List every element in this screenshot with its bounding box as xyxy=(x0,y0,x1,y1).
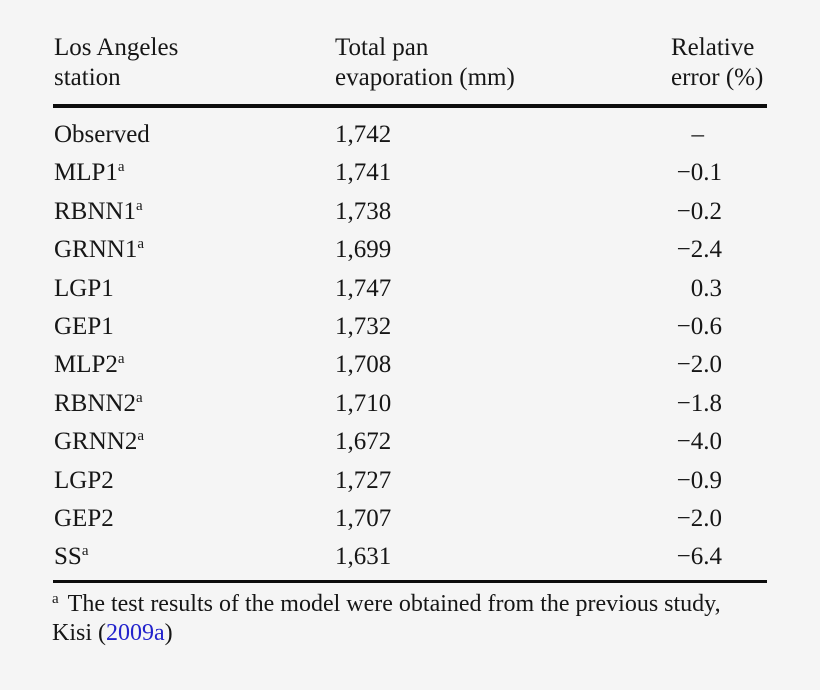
station-cell: RBNN2a xyxy=(54,385,143,423)
error-cell: −0.6 xyxy=(676,312,722,340)
evaporation-cell: 1,672 xyxy=(335,428,392,456)
column-header-relative-error-line1: Relative xyxy=(671,34,755,61)
column-header-station: Los Angeles station xyxy=(54,33,178,93)
footnote-line2: Kisi (2009a) xyxy=(52,619,778,648)
error-cell: −2.0 xyxy=(676,351,722,379)
footnote: a The test results of the model were obta… xyxy=(52,590,778,648)
footnote-text: The test results of the model were obtai… xyxy=(67,591,721,617)
table-rule-bottom xyxy=(53,580,767,583)
evaporation-cell: 1,708 xyxy=(335,351,392,379)
evaporation-cell: 1,738 xyxy=(335,197,392,225)
table-row: MLP1a 1,741 −0.1 xyxy=(53,154,767,192)
error-cell: −2.0 xyxy=(676,504,722,532)
table-row: RBNN1a 1,738 −0.2 xyxy=(53,193,767,231)
station-cell: GRNN1a xyxy=(54,231,144,269)
footnote-line1: a The test results of the model were obta… xyxy=(52,590,778,619)
evaporation-cell: 1,631 xyxy=(335,543,392,571)
station-cell: GRNN2a xyxy=(54,423,144,461)
station-footnote-marker: a xyxy=(137,236,145,253)
error-cell: −4.0 xyxy=(676,428,722,456)
station-name: RBNN1 xyxy=(54,197,136,225)
footnote-citation-suffix: ) xyxy=(164,620,173,646)
evaporation-cell: 1,707 xyxy=(335,504,392,532)
citation-link-kisi-2009a[interactable]: 2009a xyxy=(106,620,165,646)
error-cell: −0.1 xyxy=(676,159,722,187)
column-header-station-line2: station xyxy=(54,64,121,91)
station-name: GRNN2 xyxy=(54,428,138,456)
station-name: SS xyxy=(54,543,82,571)
error-cell: −1.8 xyxy=(676,389,722,417)
station-cell: GEP2 xyxy=(54,500,114,538)
column-header-evaporation: Total pan evaporation (mm) xyxy=(335,33,515,93)
table-row: Observed 1,742 – xyxy=(53,116,767,154)
station-name: MLP1 xyxy=(54,159,118,187)
evaporation-cell: 1,742 xyxy=(335,121,392,148)
evaporation-cell: 1,741 xyxy=(335,159,392,187)
station-cell: LGP2 xyxy=(54,462,114,500)
column-header-relative-error-line2: error (%) xyxy=(671,64,764,91)
table-row: SSa 1,631 −6.4 xyxy=(53,538,767,576)
station-cell: GEP1 xyxy=(54,308,114,346)
table-row: GRNN1a 1,699 −2.4 xyxy=(53,231,767,269)
evaporation-cell: 1,747 xyxy=(335,274,392,302)
table-row: GEP1 1,732 −0.6 xyxy=(53,308,767,346)
error-cell: −0.2 xyxy=(676,197,722,225)
evaporation-cell: 1,732 xyxy=(335,312,392,340)
station-cell: MLP2a xyxy=(54,346,125,384)
station-footnote-marker: a xyxy=(135,197,143,214)
table-row: GRNN2a 1,672 −4.0 xyxy=(53,423,767,461)
station-footnote-marker: a xyxy=(117,159,125,176)
station-cell: MLP1a xyxy=(54,154,125,192)
table-row: RBNN2a 1,710 −1.8 xyxy=(53,385,767,423)
footnote-citation-prefix: Kisi ( xyxy=(52,620,106,646)
error-cell: −6.4 xyxy=(676,543,722,571)
station-name: RBNN2 xyxy=(54,389,136,417)
table-rule-top xyxy=(53,104,767,108)
station-footnote-marker: a xyxy=(117,351,125,368)
station-cell: Observed xyxy=(54,116,150,154)
column-header-station-line1: Los Angeles xyxy=(54,34,179,61)
station-name: Observed xyxy=(54,121,150,148)
station-name: GRNN1 xyxy=(54,236,138,264)
evaporation-cell: 1,727 xyxy=(335,466,392,494)
column-header-evaporation-line2: evaporation (mm) xyxy=(335,64,515,91)
table-body: Observed 1,742 – MLP1a 1,741 −0.1 RBNN1a… xyxy=(53,109,767,577)
station-name: MLP2 xyxy=(54,351,118,379)
table-row: MLP2a 1,708 −2.0 xyxy=(53,346,767,384)
error-cell: −2.4 xyxy=(676,236,722,264)
station-cell: RBNN1a xyxy=(54,193,143,231)
station-name: LGP2 xyxy=(54,466,114,494)
table-row: GEP2 1,707 −2.0 xyxy=(53,500,767,538)
station-cell: SSa xyxy=(54,538,88,576)
evaporation-cell: 1,710 xyxy=(335,389,392,417)
error-cell: −0.9 xyxy=(676,466,722,494)
station-name: GEP1 xyxy=(54,312,114,340)
station-footnote-marker: a xyxy=(137,428,145,445)
station-name: GEP2 xyxy=(54,504,114,532)
footnote-marker: a xyxy=(52,591,59,607)
error-cell: – xyxy=(691,121,705,148)
column-header-relative-error: Relative error (%) xyxy=(671,33,763,93)
column-header-evaporation-line1: Total pan xyxy=(335,34,429,61)
station-cell: LGP1 xyxy=(54,270,114,308)
error-cell: 0.3 xyxy=(690,274,722,302)
station-footnote-marker: a xyxy=(81,543,89,560)
station-name: LGP1 xyxy=(54,274,114,302)
evaporation-cell: 1,699 xyxy=(335,236,392,264)
table-row: LGP2 1,727 −0.9 xyxy=(53,462,767,500)
station-footnote-marker: a xyxy=(135,389,143,406)
table-row: LGP1 1,747 0.3 xyxy=(53,270,767,308)
